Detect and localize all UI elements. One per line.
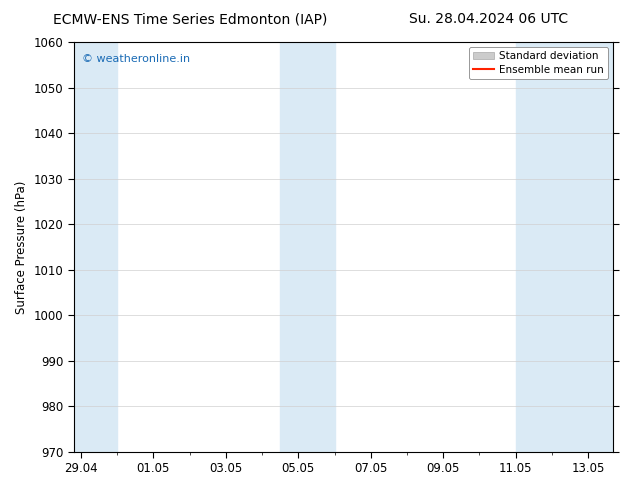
- Y-axis label: Surface Pressure (hPa): Surface Pressure (hPa): [15, 180, 28, 314]
- Bar: [280, 42, 335, 452]
- Text: © weatheronline.in: © weatheronline.in: [82, 54, 190, 64]
- Legend: Standard deviation, Ensemble mean run: Standard deviation, Ensemble mean run: [469, 47, 608, 79]
- Bar: [515, 42, 614, 452]
- Bar: [74, 42, 117, 452]
- Text: ECMW-ENS Time Series Edmonton (IAP): ECMW-ENS Time Series Edmonton (IAP): [53, 12, 327, 26]
- Text: Su. 28.04.2024 06 UTC: Su. 28.04.2024 06 UTC: [409, 12, 567, 26]
